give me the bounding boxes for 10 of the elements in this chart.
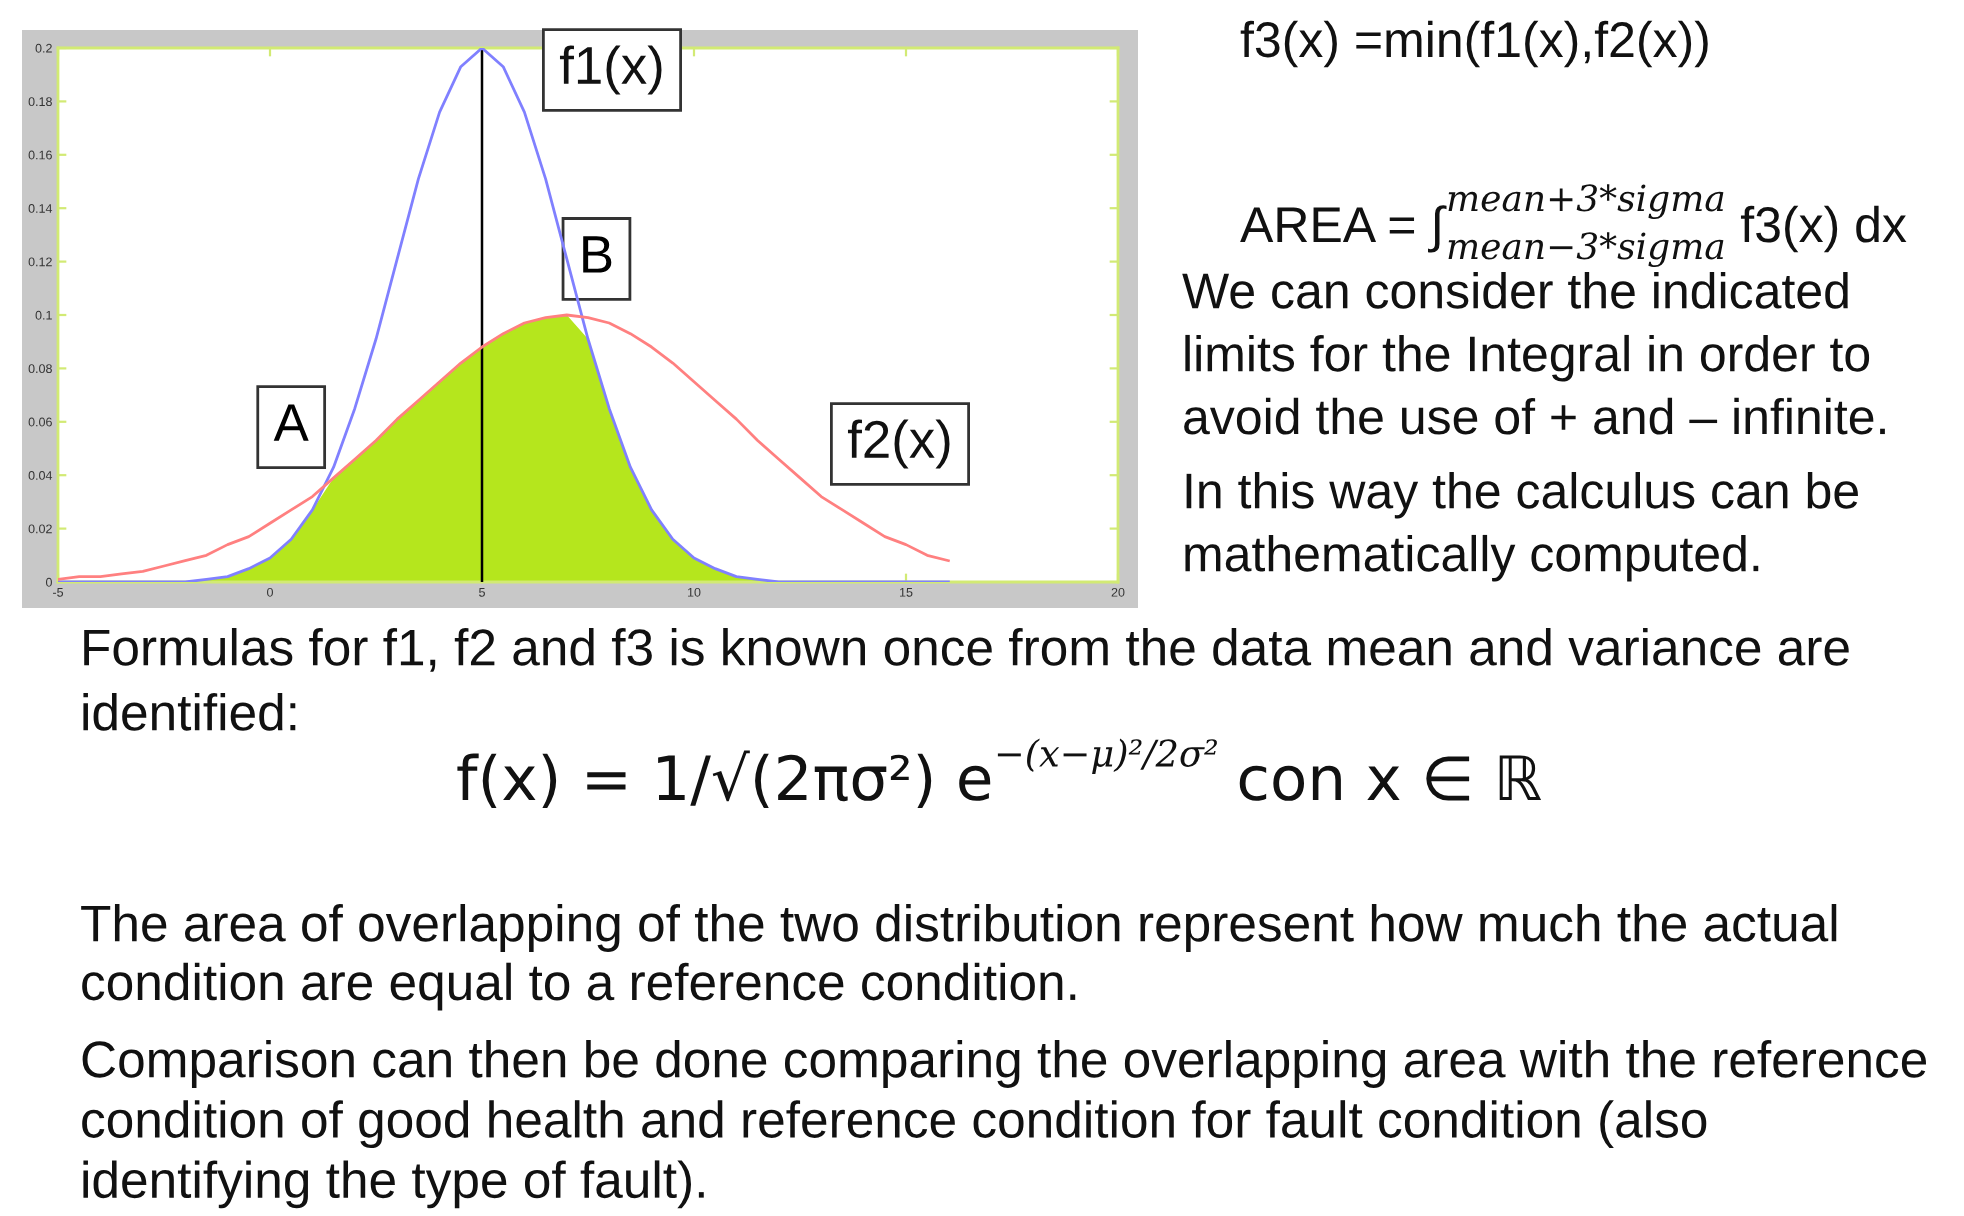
annotation: f1(x) — [559, 45, 662, 95]
text: We can consider the indicated limits for the Integral in order to avoid the use of + and – infinite. — [1182, 272, 1885, 435]
text: In this way the calculus can be mathematically computed. — [1185, 472, 1858, 582]
text: f3(x) =min(f1(x),f2(x)) — [1240, 20, 1708, 68]
text: Comparison can then be done comparing the overlapping area with the reference condition of good health and reference condition for fault condition (also identifying the type of fault). — [82, 1040, 1927, 1209]
annotation: f2(x) — [847, 419, 950, 469]
text: Formulas for f1, f2 and f3 is known once from the data mean and variance are identified: — [83, 628, 1849, 731]
text: The area of overlapping of the two distribution represent how much the actual condition are equal to a reference condition. — [81, 904, 1837, 1011]
annotation: A — [273, 404, 309, 441]
annotation: B — [583, 236, 612, 273]
